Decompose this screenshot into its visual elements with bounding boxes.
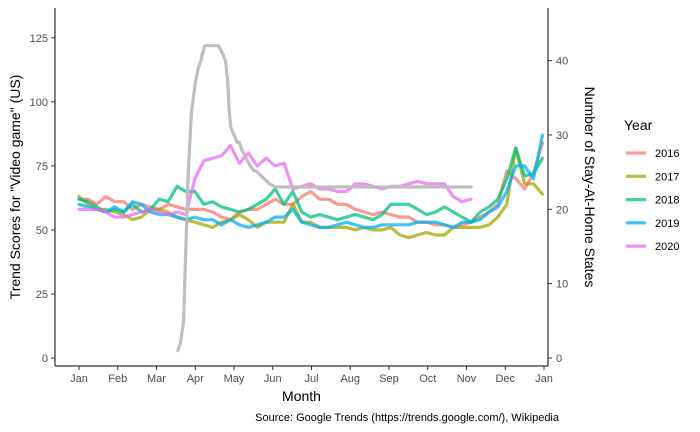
y-right-tick-label-0: 0 [556, 353, 562, 365]
x-tick-label-6: Jul [304, 373, 318, 385]
legend: Year 2016 2017 2018 2019 2020 [624, 117, 679, 253]
x-tick-label-8: Sep [379, 373, 399, 385]
y-axis-right-title: Number of Stay-At-Home States [582, 87, 598, 288]
legend-label-1: 2017 [655, 171, 679, 183]
x-tick-label-0: Jan [70, 373, 88, 385]
legend-label-4: 2020 [655, 241, 679, 253]
x-axis-title: Month [282, 388, 321, 404]
y-right-tick-label-2: 20 [556, 204, 568, 216]
x-tick-label-3: Apr [187, 373, 204, 385]
x-tick-label-4: May [224, 373, 245, 385]
y-axis-title: Trend Scores for "Video game" (US) [7, 75, 23, 300]
x-tick-label-10: Nov [457, 373, 477, 385]
x-tick-label-5: Jun [264, 373, 282, 385]
y-tick-label-2: 50 [36, 225, 48, 237]
x-tick-label-7: Aug [340, 373, 360, 385]
source-caption: Source: Google Trends (https://trends.go… [255, 412, 560, 424]
series-line-5 [176, 44, 473, 353]
legend-label-0: 2016 [655, 148, 679, 160]
x-tick-label-9: Oct [419, 373, 436, 385]
x-tick-label-1: Feb [108, 373, 127, 385]
series-layer [77, 44, 545, 353]
y-tick-label-5: 125 [30, 33, 48, 45]
legend-title: Year [624, 117, 653, 133]
y-tick-label-0: 0 [42, 353, 48, 365]
series-line-3 [77, 133, 545, 229]
y-right-tick-label-3: 30 [556, 130, 568, 142]
y-tick-label-4: 100 [30, 97, 48, 109]
series-line-4 [77, 143, 473, 219]
x-tick-label-11: Dec [495, 373, 515, 385]
legend-label-3: 2019 [655, 218, 679, 230]
y-tick-label-3: 75 [36, 161, 48, 173]
y-right-tick-label-1: 10 [556, 279, 568, 291]
series-line-1 [77, 146, 545, 240]
axis-layer: 0 25 50 75 100 125 0 10 20 30 40 Jan Feb Mar Apr May Jun… [30, 8, 568, 385]
x-tick-label-2: Mar [147, 373, 166, 385]
x-tick-label-12: Jan [535, 373, 553, 385]
series-line-2 [77, 146, 545, 224]
y-tick-label-1: 25 [36, 289, 48, 301]
y-right-tick-label-4: 40 [556, 56, 568, 68]
legend-label-2: 2018 [655, 195, 679, 207]
